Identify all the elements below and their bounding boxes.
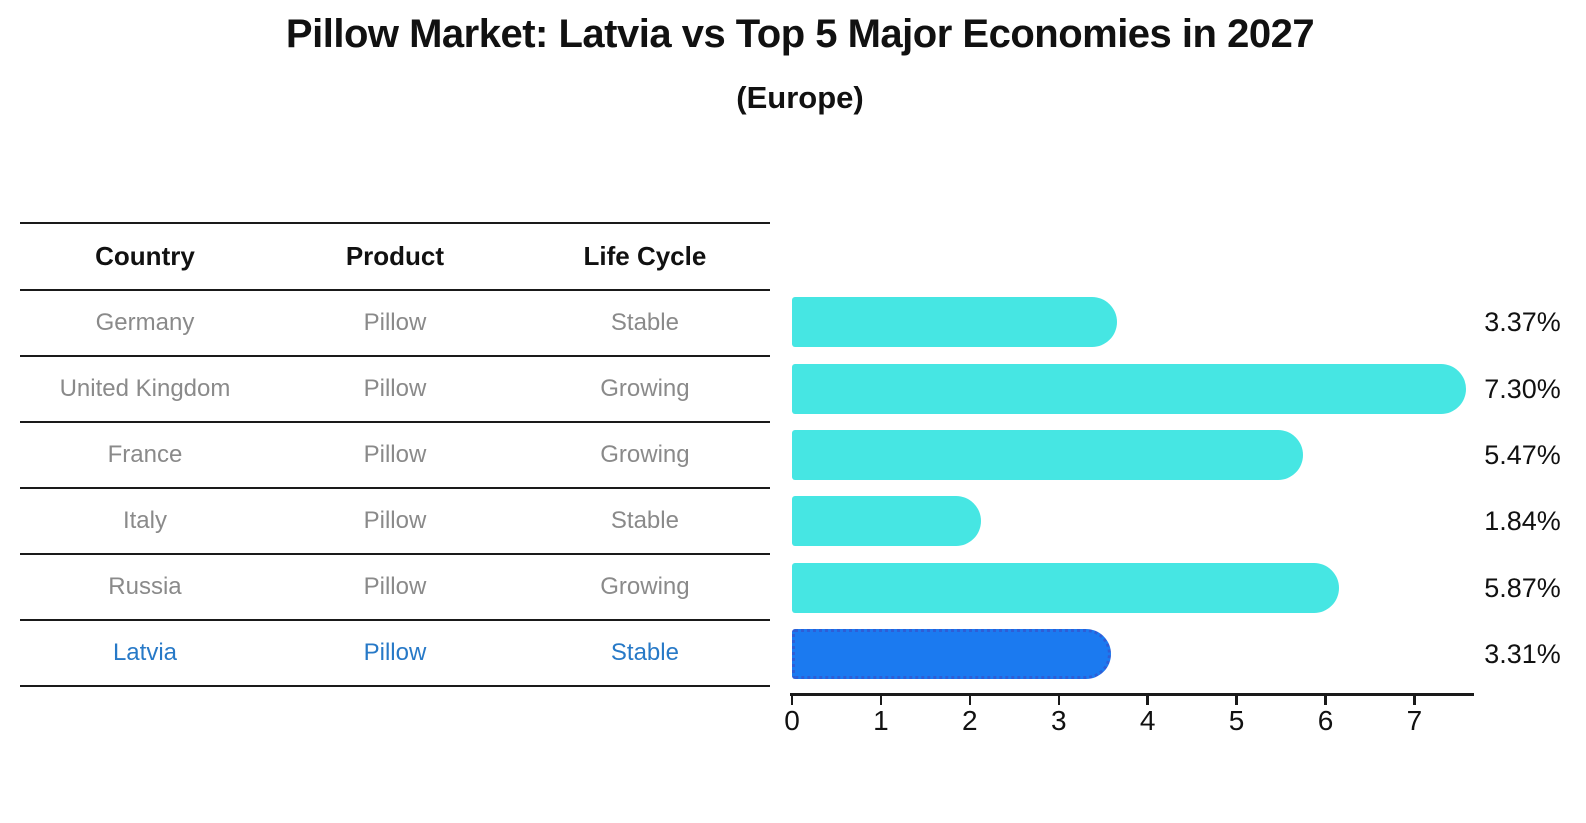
table-row: Russia Pillow Growing: [20, 555, 770, 621]
x-axis-tick-label: 3: [1050, 705, 1067, 736]
x-axis-tick-label: 0: [784, 705, 800, 736]
bar-highlight-latvia: [792, 629, 1112, 680]
value-label: 3.37%: [1484, 307, 1561, 338]
value-label: 3.31%: [1484, 639, 1561, 670]
x-axis-tick-label: 1: [873, 705, 889, 736]
x-axis-tick-label: 6: [1317, 705, 1334, 736]
x-axis-tick: [1324, 696, 1327, 705]
column-header-life-cycle: Life Cycle: [583, 240, 707, 271]
table-body: Germany Pillow Stable United Kingdom Pillow G…: [20, 291, 770, 687]
table-cell-life-cycle: Stable: [610, 638, 679, 666]
table-cell-country: France: [107, 440, 183, 468]
table-cell-product: Pillow: [363, 572, 427, 600]
x-axis-tick-label: 4: [1139, 705, 1156, 736]
table-row: United Kingdom Pillow Growing: [20, 357, 770, 423]
x-axis-tick: [1057, 696, 1060, 705]
x-axis-tick: [1235, 696, 1238, 705]
table-row: France Pillow Growing: [20, 423, 770, 489]
table-cell-life-cycle: Stable: [610, 506, 679, 534]
value-label: 5.47%: [1484, 440, 1561, 470]
table-row: Germany Pillow Stable: [20, 291, 770, 357]
bar-united-kingdom: [792, 363, 1467, 414]
table-row: Italy Pillow Stable: [20, 489, 770, 555]
table-cell-country: Germany: [95, 308, 195, 336]
table-cell-life-cycle: Growing: [600, 440, 690, 468]
column-header-country: Country: [95, 240, 195, 271]
bar-russia: [792, 562, 1339, 613]
value-label: 5.87%: [1484, 572, 1561, 603]
table-cell-country: Russia: [108, 572, 182, 600]
column-header-product: Product: [345, 240, 445, 271]
table-cell-country: Latvia: [112, 638, 177, 666]
bar-italy: [792, 496, 981, 547]
table-cell-country: United Kingdom: [59, 374, 231, 402]
table-cell-product: Pillow: [363, 374, 427, 402]
table-cell-country: Italy: [122, 506, 167, 534]
value-label: 1.84%: [1484, 506, 1561, 537]
value-label: 7.30%: [1484, 373, 1561, 404]
chart-title: Pillow Market: Latvia vs Top 5 Major Eco…: [285, 12, 1315, 56]
table-cell-life-cycle: Growing: [600, 374, 690, 402]
x-axis-tick: [1413, 696, 1416, 705]
country-table: Country Product Life Cycle Germany Pillow…: [20, 222, 770, 687]
table-cell-product: Pillow: [363, 638, 427, 666]
bar-germany: [792, 297, 1117, 348]
table-cell-product: Pillow: [363, 440, 427, 468]
x-axis-tick: [1146, 696, 1149, 705]
chart-subtitle: (Europe): [736, 80, 864, 115]
x-axis-line: [790, 693, 1474, 696]
table-row: Latvia Pillow Stable: [20, 621, 770, 687]
x-axis-tick: [968, 696, 972, 705]
x-axis-tick-label: 5: [1228, 705, 1245, 736]
table-cell-life-cycle: Growing: [600, 572, 690, 600]
table-header-row: Country Product Life Cycle: [20, 224, 770, 291]
x-axis-tick-label: 7: [1406, 705, 1423, 736]
bar-france: [792, 430, 1304, 480]
table-cell-product: Pillow: [363, 506, 427, 534]
table-cell-life-cycle: Stable: [610, 308, 679, 336]
x-axis-tick: [879, 696, 883, 705]
x-axis-tick-label: 2: [962, 705, 978, 736]
table-cell-product: Pillow: [363, 308, 427, 336]
x-axis-tick: [790, 696, 794, 705]
